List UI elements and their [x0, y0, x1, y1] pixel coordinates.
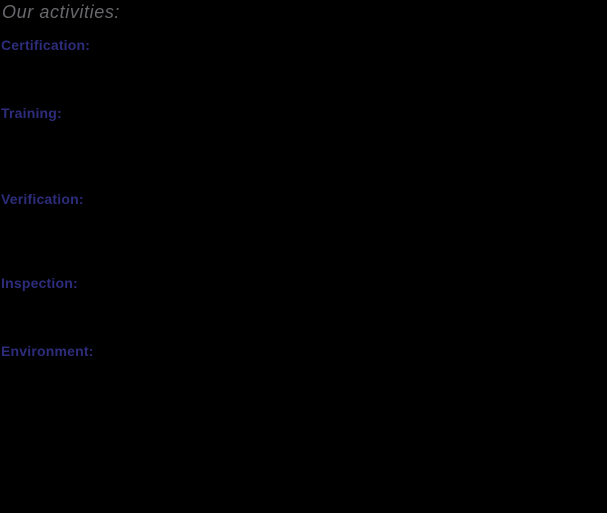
section-heading-training: Training:: [1, 105, 62, 121]
section-heading-inspection: Inspection:: [1, 275, 78, 291]
section-heading-verification: Verification:: [1, 191, 84, 207]
section-heading-environment: Environment:: [1, 343, 94, 359]
page-title: Our activities:: [2, 2, 121, 22]
section-heading-certification: Certification:: [1, 37, 91, 53]
